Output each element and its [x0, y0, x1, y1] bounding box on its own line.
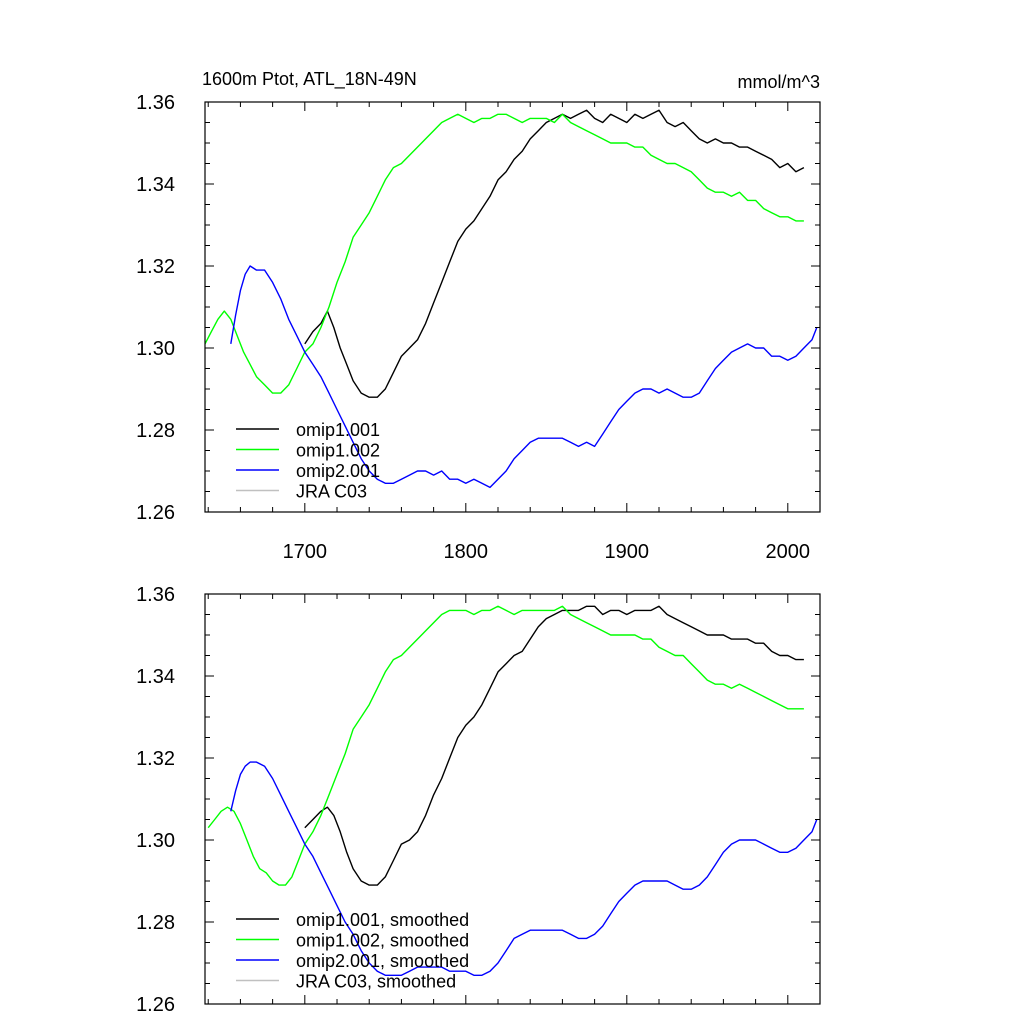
- series-line-1: [207, 605, 804, 886]
- legend-label: omip1.001: [296, 420, 380, 440]
- legend-label: omip1.002, smoothed: [296, 931, 469, 951]
- x-tick-label: 1800: [444, 541, 489, 563]
- y-tick-label: 1.30: [136, 830, 175, 852]
- legend-label: JRA C03: [296, 482, 367, 502]
- x-tick-label: 1900: [605, 541, 650, 563]
- legend-label: omip1.002: [296, 441, 380, 461]
- series-lines: [205, 109, 818, 489]
- legend-label: omip2.001, smoothed: [296, 951, 469, 971]
- series-line-2: [230, 761, 818, 976]
- y-tick-label: 1.32: [136, 748, 175, 770]
- series-line-1: [205, 113, 804, 394]
- y-tick-label: 1.30: [136, 338, 175, 360]
- top-panel: 1.26 1.28 1.30 1.32 1.34 1.36 1700 1800 1900 2000…: [136, 69, 821, 563]
- y-tick-label: 1.28: [136, 912, 175, 934]
- series-lines: [207, 605, 818, 976]
- y-tick-label: 1.28: [136, 420, 175, 442]
- x-tick-label: 1700: [283, 541, 328, 563]
- series-line-2: [230, 265, 818, 489]
- legend-label: JRA C03, smoothed: [296, 972, 456, 992]
- units-label: mmol/m^3: [738, 72, 820, 92]
- y-tick-label: 1.32: [136, 256, 175, 278]
- y-tick-label: 1.36: [136, 92, 175, 114]
- y-tick-label: 1.26: [136, 502, 175, 524]
- legend-label: omip1.001, smoothed: [296, 910, 469, 930]
- x-tick-label: 2000: [766, 541, 811, 563]
- y-tick-label: 1.34: [136, 174, 175, 196]
- y-tick-label: 1.26: [136, 994, 175, 1016]
- series-line-0: [304, 605, 804, 886]
- chart-title: 1600m Ptot, ATL_18N-49N: [202, 69, 417, 90]
- bottom-panel: 1.26 1.28 1.30 1.32 1.34 1.36 omip1.001, smoot…: [136, 584, 821, 1016]
- y-tick-label: 1.36: [136, 584, 175, 606]
- legend-label: omip2.001: [296, 461, 380, 481]
- y-tick-label: 1.34: [136, 666, 175, 688]
